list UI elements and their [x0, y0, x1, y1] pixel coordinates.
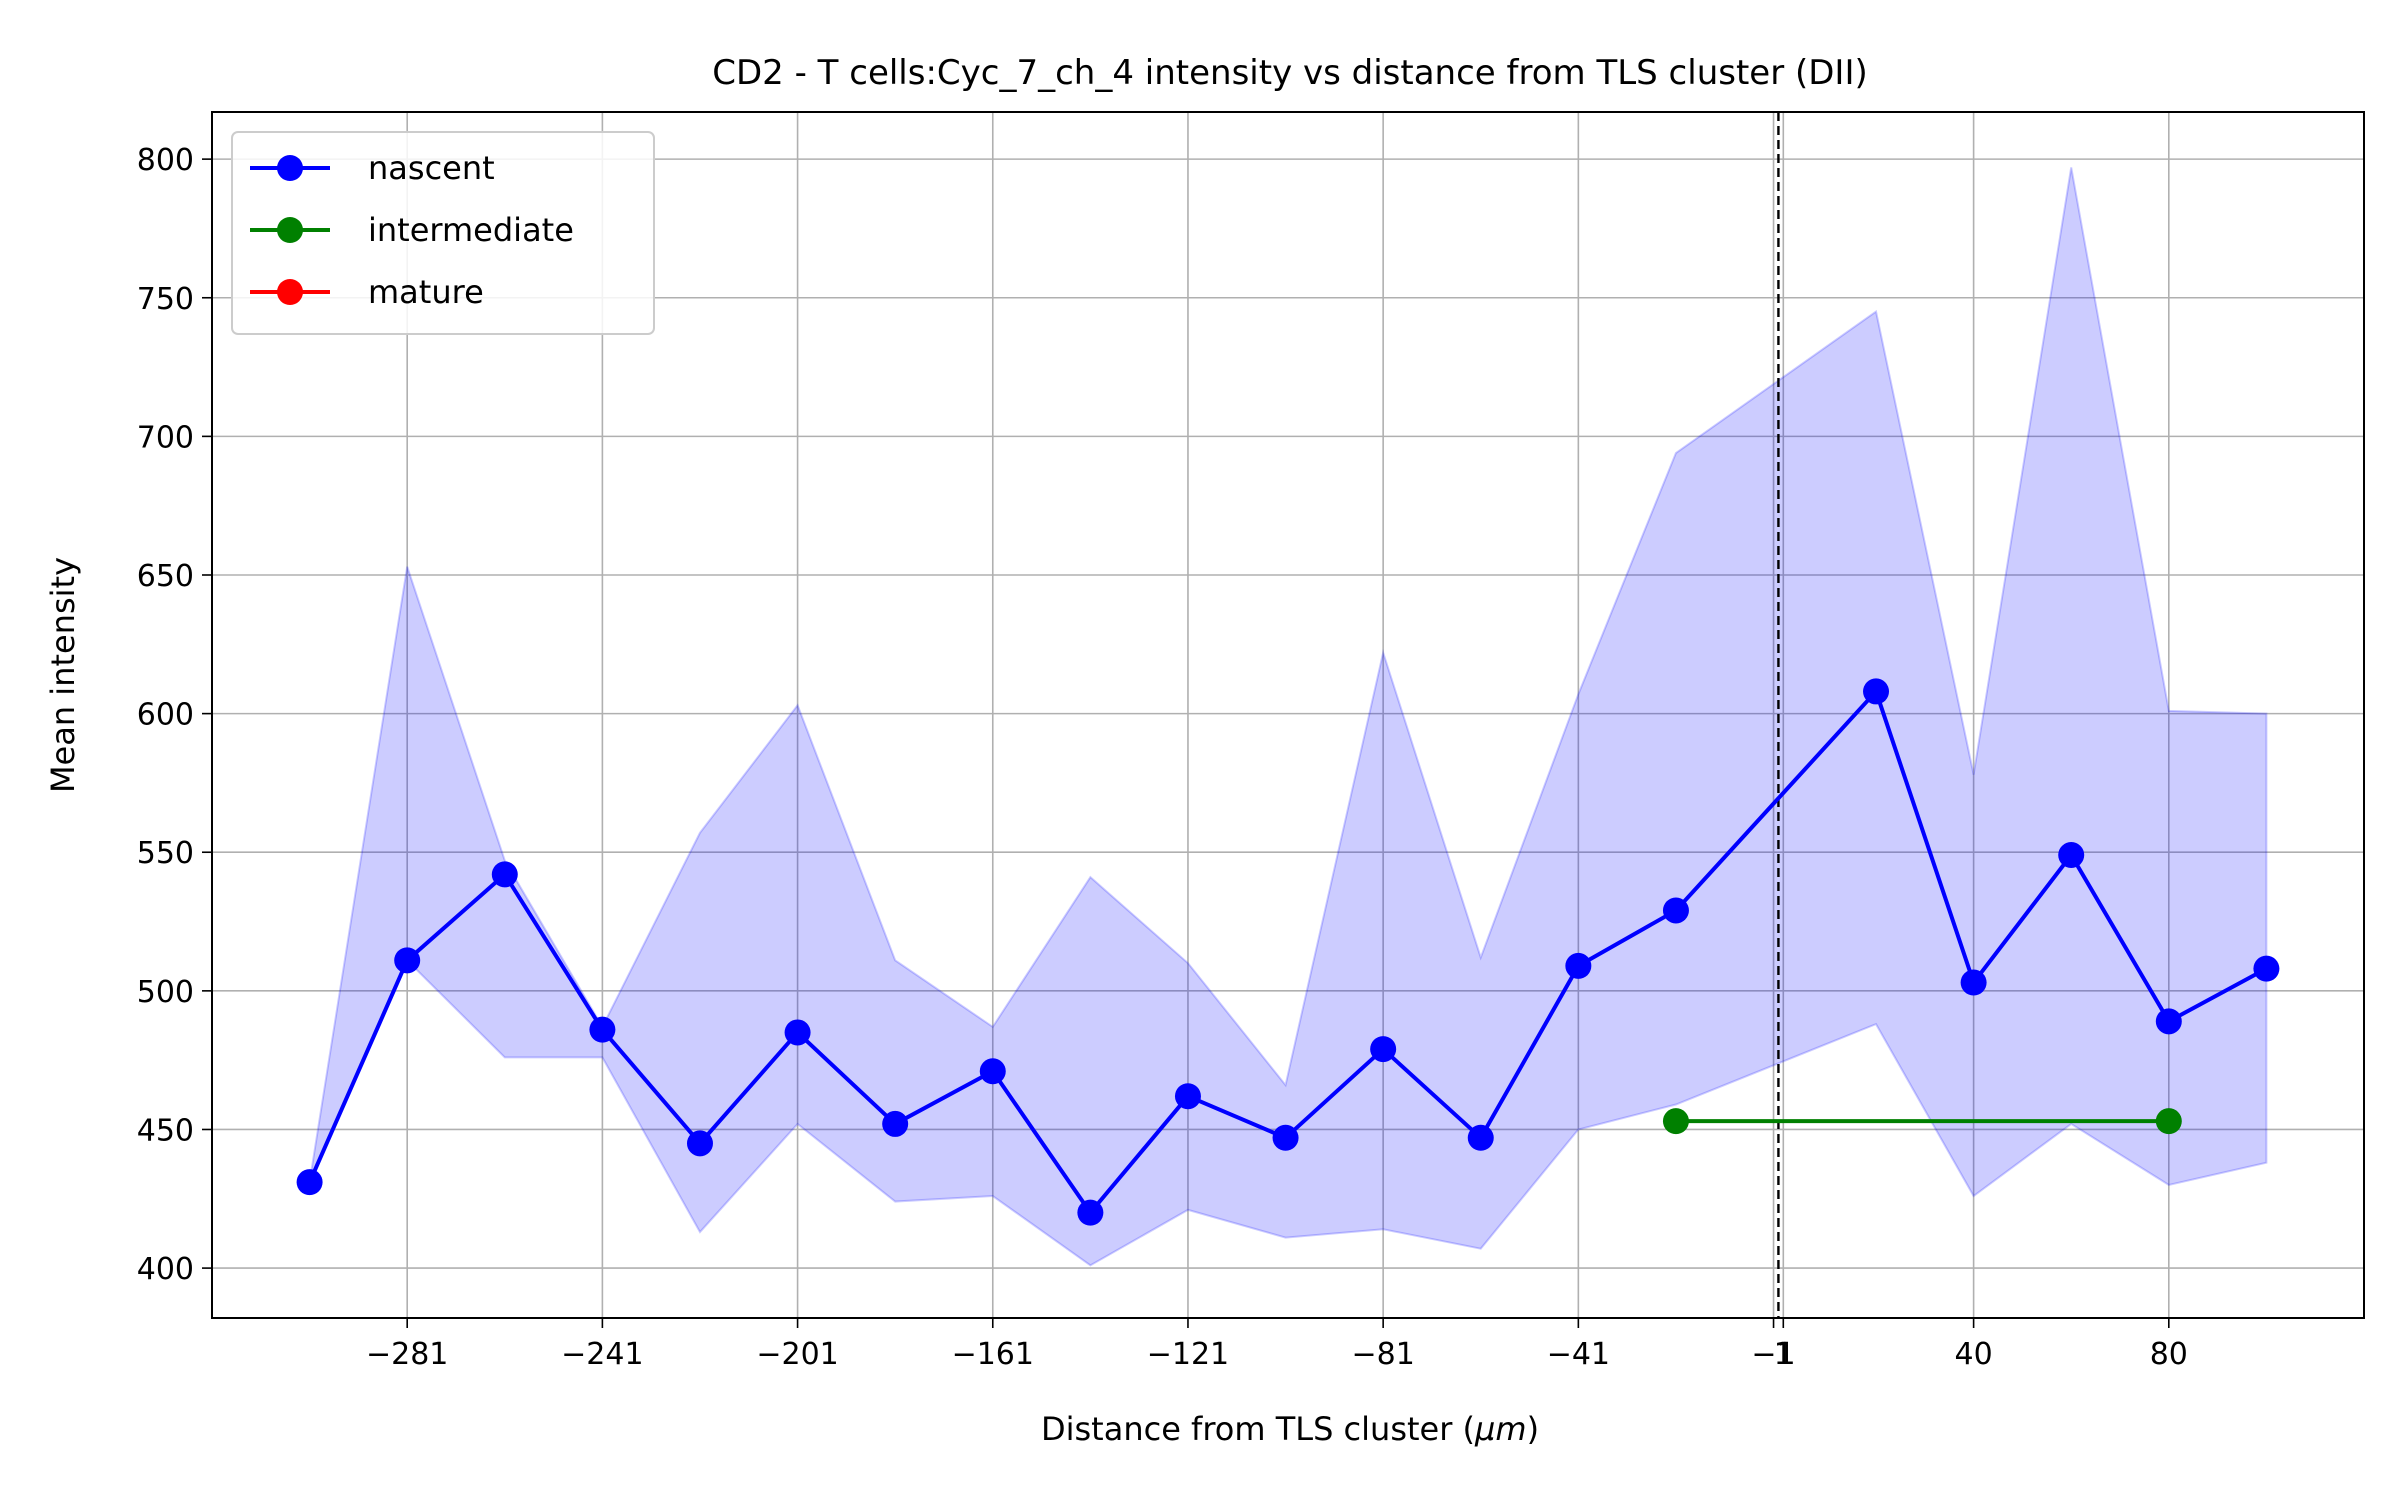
x-tick-label: −121 [1147, 1337, 1229, 1372]
y-tick-label: 550 [137, 836, 194, 871]
nascent-point [589, 1016, 616, 1043]
x-tick-label: 1 [1774, 1337, 1793, 1372]
nascent-point [979, 1058, 1006, 1085]
x-axis-label-unit: μm [1474, 1410, 1527, 1448]
nascent-point [2253, 955, 2280, 982]
intermediate-point [1662, 1108, 1689, 1135]
y-tick-label: 800 [137, 143, 194, 178]
nascent-point [2155, 1008, 2182, 1035]
nascent-line [307, 689, 2268, 1215]
x-tick-label: −281 [366, 1337, 448, 1372]
x-tick-label: −161 [952, 1337, 1034, 1372]
chart-title: CD2 - T cells:Cyc_7_ch_4 intensity vs di… [712, 53, 1868, 93]
x-axis-label: Distance from TLS cluster (μm) [1041, 1410, 1539, 1448]
y-tick-label: 700 [137, 420, 194, 455]
y-axis-ticks: 400 450 500 550 600 650 700 750 800 [137, 143, 212, 1287]
nascent-point [1960, 969, 1987, 996]
nascent-point [1077, 1199, 1104, 1226]
legend-box [231, 131, 655, 335]
x-tick-label: −1 [1751, 1337, 1795, 1372]
nascent-point [296, 1169, 323, 1196]
x-tick-label: −81 [1352, 1337, 1415, 1372]
nascent-point [882, 1110, 909, 1137]
nascent-point [1174, 1083, 1201, 1110]
y-axis-label: Mean intensity [44, 557, 82, 793]
y-tick-label: 400 [137, 1252, 194, 1287]
legend: nascent intermediate mature [231, 131, 655, 335]
series-points [296, 678, 2280, 1226]
legend-label-mature: mature [368, 273, 484, 311]
x-tick-label: 80 [2150, 1337, 2188, 1372]
nascent-point [1662, 897, 1689, 924]
nascent-point [686, 1130, 713, 1157]
y-tick-label: 600 [137, 698, 194, 733]
legend-swatch-marker [277, 155, 303, 181]
nascent-point [1370, 1036, 1397, 1063]
x-tick-label: 40 [1955, 1337, 1993, 1372]
legend-label-nascent: nascent [368, 149, 495, 187]
legend-swatch-marker [277, 217, 303, 243]
y-tick-label: 750 [137, 282, 194, 317]
x-axis-label-end: ) [1527, 1410, 1539, 1448]
y-tick-label: 500 [137, 975, 194, 1010]
nascent-point [491, 861, 518, 888]
y-tick-label: 450 [137, 1113, 194, 1148]
nascent-point [1863, 678, 1890, 705]
intermediate-point [2155, 1108, 2182, 1135]
y-tick-label: 650 [137, 559, 194, 594]
nascent-point [1565, 952, 1592, 979]
nascent-point [1272, 1124, 1299, 1151]
x-tick-label: −201 [756, 1337, 838, 1372]
nascent-point [394, 947, 421, 974]
nascent-point [1467, 1124, 1494, 1151]
x-axis-ticks: −281 −241 −201 −161 −121 −81 −41 −11 40 80 [366, 1318, 2188, 1372]
nascent-confidence-band [308, 167, 2268, 1267]
x-tick-label: −241 [561, 1337, 643, 1372]
nascent-point [2058, 842, 2085, 869]
x-axis-label-text: Distance from TLS cluster ( [1041, 1410, 1475, 1448]
x-tick-label: −41 [1547, 1337, 1610, 1372]
nascent-band [308, 167, 2268, 1267]
legend-label-intermediate: intermediate [368, 211, 574, 249]
plot-frame [211, 111, 2365, 1319]
legend-swatch-marker [277, 279, 303, 305]
nascent-point [784, 1019, 811, 1046]
series-lines [307, 689, 2268, 1215]
